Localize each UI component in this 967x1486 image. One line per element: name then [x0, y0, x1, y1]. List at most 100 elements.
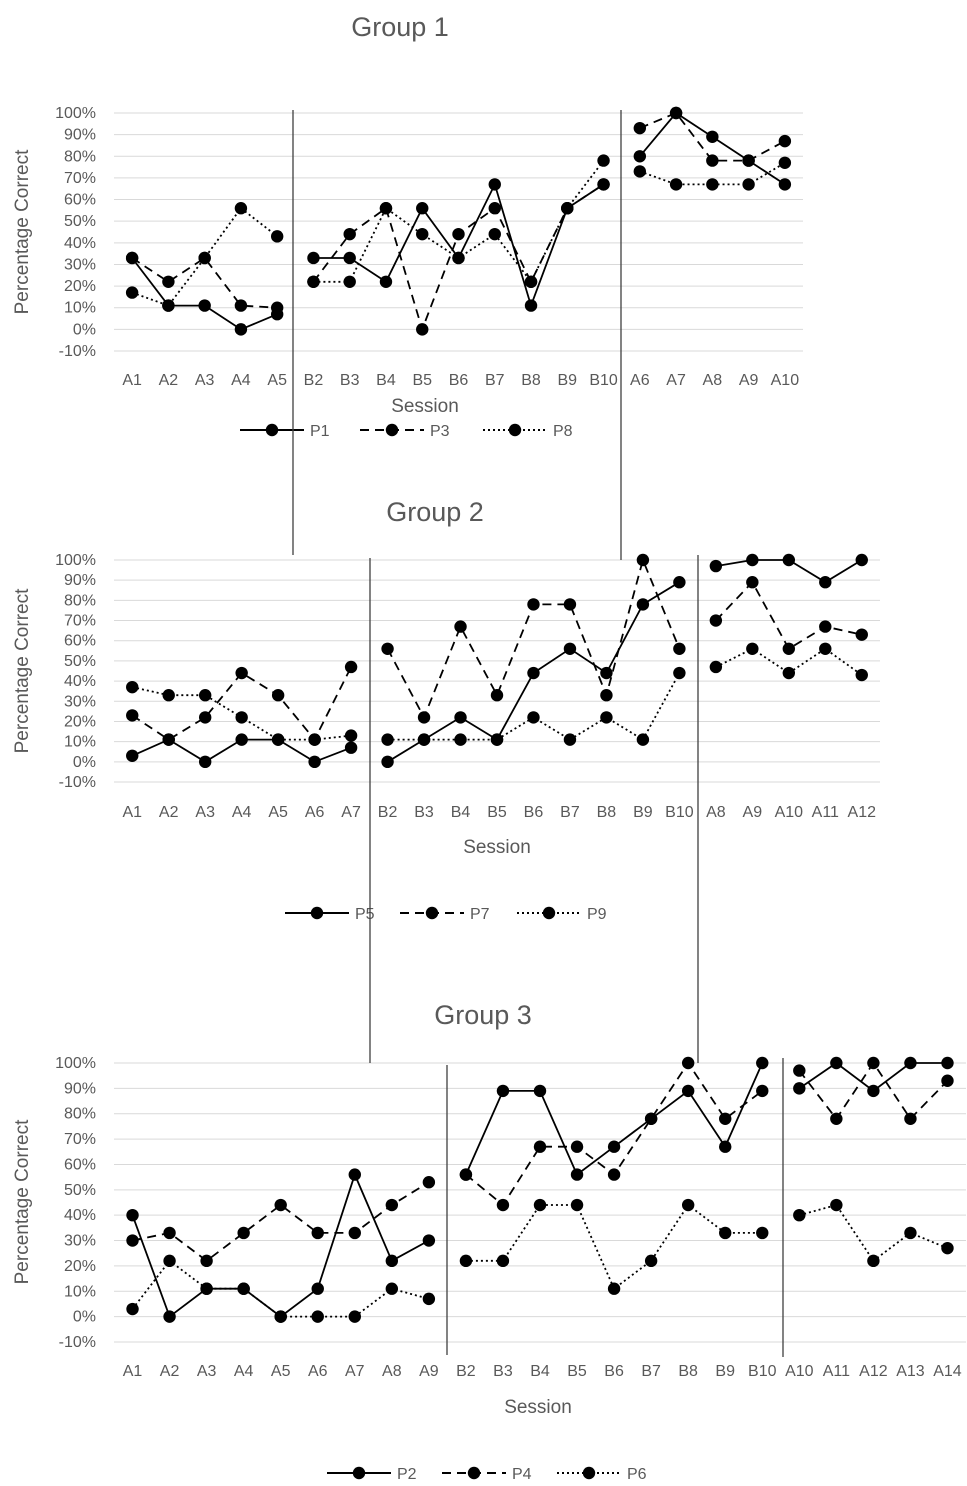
legend-label: P8: [553, 423, 573, 440]
series-line: [715, 580, 862, 651]
data-point: [311, 1310, 324, 1323]
data-point: [385, 1254, 399, 1268]
legend-marker: [425, 906, 439, 920]
x-tick-label: B10: [589, 372, 618, 389]
data-point: [381, 642, 394, 655]
data-point: [563, 598, 577, 611]
data-point: [422, 1176, 436, 1189]
data-point: [756, 1226, 769, 1240]
data-point: [379, 202, 393, 215]
data-point: [162, 689, 175, 702]
y-tick-label: 10%: [64, 734, 96, 751]
y-tick-label: 40%: [64, 235, 96, 252]
x-tick-label: A12: [848, 804, 877, 821]
x-tick-label: B6: [524, 804, 544, 821]
data-point: [125, 286, 139, 299]
x-tick-label: A8: [706, 804, 726, 821]
x-tick-label: B5: [487, 804, 507, 821]
legend-label: P9: [587, 906, 607, 923]
data-point: [488, 202, 501, 215]
x-tick-label: B8: [521, 372, 541, 389]
x-tick-label: B2: [378, 804, 398, 821]
legend-item-p7: P7: [400, 906, 490, 923]
data-point: [533, 1198, 547, 1212]
data-point: [496, 1198, 510, 1212]
data-point: [533, 1140, 547, 1153]
x-tick-label: A8: [703, 372, 723, 389]
data-point: [855, 668, 868, 682]
series-line: [131, 1259, 430, 1318]
data-point: [855, 628, 868, 641]
y-tick-label: 10%: [64, 1283, 96, 1300]
y-tick-label: 30%: [64, 693, 96, 710]
data-point: [941, 1241, 954, 1255]
data-point: [308, 733, 321, 746]
data-point: [416, 323, 429, 336]
data-point: [163, 1254, 176, 1268]
legend-label: P7: [470, 906, 490, 923]
y-tick-label: 50%: [64, 1182, 96, 1199]
data-point: [235, 666, 248, 680]
x-tick-label: B7: [485, 372, 505, 389]
data-point: [454, 733, 467, 746]
y-tick-label: 40%: [64, 673, 96, 690]
legend-item-p1: P1: [240, 423, 330, 440]
legend-label: P1: [310, 423, 330, 440]
x-tick-label: B3: [414, 804, 434, 821]
legend-item-p9: P9: [517, 906, 607, 923]
x-tick-label: A13: [896, 1363, 925, 1380]
x-tick-label: A14: [933, 1363, 962, 1380]
x-tick-label: A10: [785, 1363, 814, 1380]
data-point: [162, 275, 175, 288]
y-tick-label: 70%: [64, 1131, 96, 1148]
x-tick-label: A7: [341, 804, 361, 821]
x-tick-label: B8: [678, 1363, 698, 1380]
legend-label: P4: [512, 1466, 532, 1483]
data-point: [644, 1112, 658, 1126]
data-point: [830, 1056, 843, 1070]
y-tick-label: 20%: [64, 713, 96, 730]
data-point: [778, 156, 792, 169]
data-point: [524, 299, 538, 312]
data-point: [422, 1234, 436, 1247]
series-line: [132, 1181, 430, 1262]
y-tick-label: 90%: [64, 1080, 96, 1097]
data-point: [385, 1282, 399, 1295]
y-tick-label: 60%: [64, 633, 96, 650]
series-p9: [126, 642, 868, 746]
data-point: [126, 1234, 139, 1247]
data-point: [343, 227, 356, 241]
data-point: [527, 711, 540, 724]
data-point: [706, 130, 719, 143]
data-point: [681, 1084, 695, 1098]
data-point: [454, 711, 467, 724]
data-point: [746, 642, 759, 655]
y-tick-label: 0%: [73, 754, 96, 771]
legend-marker: [508, 423, 522, 437]
data-point: [125, 251, 139, 265]
x-tick-label: B6: [604, 1363, 624, 1380]
y-tick-label: 80%: [64, 592, 96, 609]
data-point: [633, 150, 647, 163]
data-point: [126, 709, 139, 722]
data-point: [782, 666, 796, 680]
series-p8: [125, 154, 792, 312]
data-point: [867, 1056, 880, 1070]
data-point: [488, 178, 501, 191]
y-tick-label: 20%: [64, 1258, 96, 1275]
data-point: [235, 733, 248, 746]
data-point: [561, 202, 574, 215]
data-point: [422, 1292, 436, 1306]
x-tick-label: B9: [558, 372, 578, 389]
y-tick-label: 50%: [64, 213, 96, 230]
series-line: [639, 162, 786, 186]
data-point: [941, 1056, 954, 1070]
series-line: [386, 557, 681, 720]
y-tick-label: 60%: [64, 1156, 96, 1173]
y-tick-label: 80%: [64, 1106, 96, 1123]
x-tick-label: A11: [812, 804, 839, 821]
data-point: [644, 1254, 658, 1268]
data-point: [867, 1084, 880, 1098]
data-point: [600, 711, 613, 724]
